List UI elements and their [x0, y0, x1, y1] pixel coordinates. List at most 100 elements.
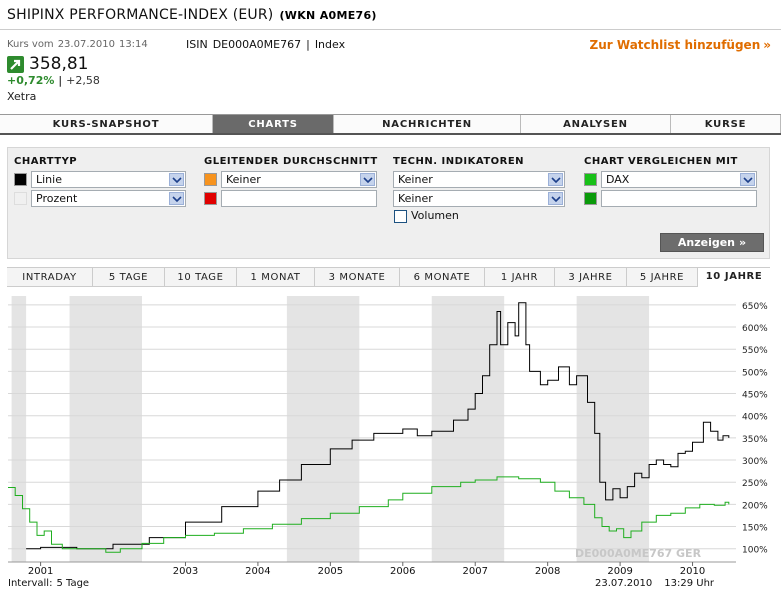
instrument-type: Index	[314, 38, 346, 51]
last-price: 358,81	[29, 54, 89, 74]
interval-label: Intervall:	[8, 578, 53, 589]
exchange-name: Xetra	[7, 90, 37, 103]
isin-value: DE000A0ME767	[212, 38, 302, 51]
range-tab-5-jahre[interactable]: 5 JAHRE	[627, 268, 698, 286]
moving-average-2-color-swatch[interactable]	[204, 192, 217, 205]
compare-2-color-swatch[interactable]	[584, 192, 597, 205]
chart-gridlines	[8, 304, 736, 563]
scale-select-value: Prozent	[36, 192, 78, 205]
moving-average-period-input[interactable]	[221, 190, 377, 207]
interval-value: 5 Tage	[56, 578, 90, 589]
compare-color-swatch[interactable]	[584, 173, 597, 186]
range-tab-intraday[interactable]: INTRADAY	[7, 268, 93, 286]
compare-select[interactable]: DAX	[601, 171, 757, 188]
chevron-down-icon	[169, 173, 184, 186]
range-tab-10-tage[interactable]: 10 TAGE	[165, 268, 237, 286]
tab-analysen[interactable]: ANALYSEN	[521, 115, 671, 133]
x-tick-label: 2009	[607, 566, 632, 577]
anzeigen-button[interactable]: Anzeigen »	[660, 233, 764, 252]
range-tab-10-jahre[interactable]: 10 JAHRE	[698, 268, 770, 287]
range-tab-1-monat[interactable]: 1 MONAT	[237, 268, 315, 286]
charttyp-select[interactable]: Linie	[31, 171, 186, 188]
y-tick-label: 150%	[742, 524, 768, 534]
moving-average-color-swatch[interactable]	[204, 173, 217, 186]
moving-average-select[interactable]: Keiner	[221, 171, 377, 188]
change-percent: +0,72%	[7, 74, 55, 87]
chart-time: 13:29 Uhr	[664, 578, 715, 589]
shaded-band-1	[69, 296, 143, 562]
tab-charts[interactable]: CHARTS	[213, 115, 334, 133]
scale-color-swatch	[14, 192, 27, 205]
volumen-checkbox[interactable]	[394, 210, 407, 223]
tab-kurse[interactable]: KURSE	[671, 115, 781, 133]
indicator-select-2[interactable]: Keiner	[393, 190, 565, 207]
chart-series	[8, 302, 730, 553]
y-tick-label: 350%	[742, 435, 768, 445]
quote-time: 13:14	[118, 39, 148, 50]
time-range-tabs: INTRADAY 5 TAGE 10 TAGE 1 MONAT 3 MONATE…	[7, 267, 770, 287]
dax-series-line	[8, 476, 730, 553]
moving-average-select-value: Keiner	[226, 173, 261, 186]
quote-timestamp-label: Kurs vom	[7, 39, 54, 50]
watchlist-label: Zur Watchlist hinzufügen	[589, 38, 761, 52]
y-tick-label: 200%	[742, 501, 768, 511]
y-tick-label: 650%	[742, 302, 768, 312]
y-tick-label: 250%	[742, 479, 768, 489]
range-tab-5-tage[interactable]: 5 TAGE	[93, 268, 165, 286]
isin-label: ISIN	[186, 38, 208, 51]
y-tick-label: 500%	[742, 368, 768, 378]
chevron-down-icon	[548, 192, 563, 205]
chevron-down-icon	[360, 173, 375, 186]
price-row: 358,81	[7, 54, 88, 74]
chart-vergleichen-heading: CHART VERGLEICHEN MIT	[584, 156, 738, 167]
tab-kurs-snapshot[interactable]: KURS-SNAPSHOT	[0, 115, 213, 133]
chart-watermark-text: DE000A0ME767 GER	[575, 547, 702, 560]
compare-select-value: DAX	[606, 173, 630, 186]
range-tab-6-monate[interactable]: 6 MONATE	[400, 268, 485, 286]
chart-settings-panel: CHARTTYP Linie Prozent GLEITENDER DURCHS…	[7, 147, 770, 259]
x-tick-label: 2005	[318, 566, 343, 577]
x-tick-label: 2010	[680, 566, 705, 577]
shipinx-series-line	[26, 302, 730, 550]
y-tick-label: 550%	[742, 346, 768, 356]
shaded-band-3	[431, 296, 505, 562]
chart-timestamp: 23.07.2010 13:29 Uhr	[595, 578, 714, 589]
chart-watermark: DE000A0ME767 GER	[575, 547, 702, 560]
x-tick-label: 2008	[535, 566, 560, 577]
chevron-down-icon	[169, 192, 184, 205]
instrument-wkn: (WKN A0ME76)	[279, 9, 377, 22]
indicator-select-1-value: Keiner	[398, 173, 433, 186]
range-tab-1-jahr[interactable]: 1 JAHR	[485, 268, 555, 286]
volumen-label: Volumen	[411, 209, 459, 222]
x-tick-label: 2004	[245, 566, 270, 577]
chart-x-axis: 2001 2003 2004 2005 2006 2007 2008 2009 2010	[28, 562, 705, 577]
title-divider	[0, 29, 781, 30]
x-tick-label: 2003	[173, 566, 198, 577]
y-tick-label: 300%	[742, 457, 768, 467]
price-change: +0,72% | +2,58	[7, 74, 100, 87]
y-tick-label: 450%	[742, 391, 768, 401]
indicator-select-1[interactable]: Keiner	[393, 171, 565, 188]
double-chevron-icon: »	[763, 38, 771, 52]
charttyp-heading: CHARTTYP	[14, 156, 78, 167]
compare-symbol-input[interactable]	[601, 190, 757, 207]
chart-interval: Intervall: 5 Tage	[8, 578, 89, 589]
scale-select[interactable]: Prozent	[31, 190, 186, 207]
y-tick-label: 100%	[742, 546, 768, 556]
shaded-band-4	[576, 296, 650, 562]
shaded-band-0	[11, 296, 27, 562]
gleitender-durchschnitt-heading: GLEITENDER DURCHSCHNITT	[204, 156, 378, 167]
add-to-watchlist-link[interactable]: Zur Watchlist hinzufügen »	[590, 38, 771, 52]
chart-shaded-bands	[11, 296, 650, 562]
tab-nachrichten[interactable]: NACHRICHTEN	[334, 115, 521, 133]
range-tab-3-monate[interactable]: 3 MONATE	[315, 268, 400, 286]
up-arrow-icon	[7, 55, 24, 73]
double-chevron-icon: »	[739, 236, 747, 249]
chevron-down-icon	[548, 173, 563, 186]
chart-date: 23.07.2010	[595, 578, 653, 589]
range-tab-3-jahre[interactable]: 3 JAHRE	[555, 268, 627, 286]
indicator-select-2-value: Keiner	[398, 192, 433, 205]
isin-info: ISIN DE000A0ME767 | Index	[186, 38, 345, 51]
charttyp-color-swatch[interactable]	[14, 173, 27, 186]
chevron-down-icon	[740, 173, 755, 186]
